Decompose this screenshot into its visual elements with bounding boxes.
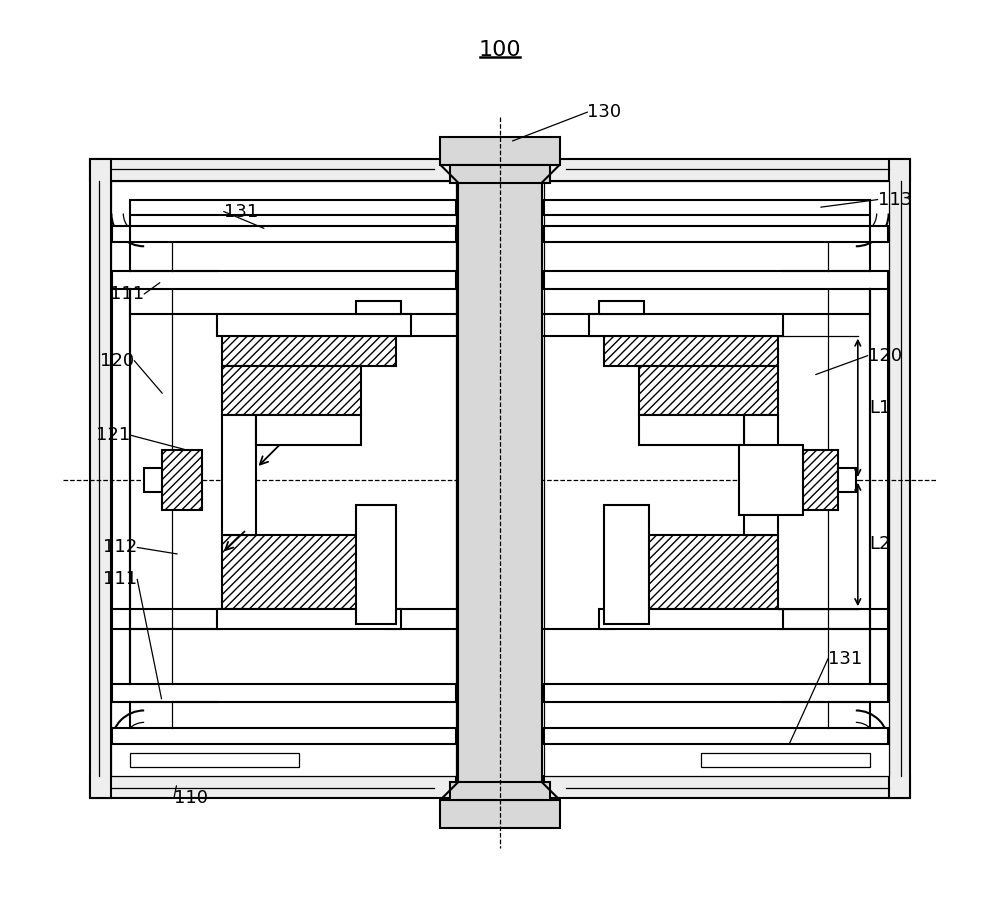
Bar [90, 159, 111, 798]
Bar [599, 609, 783, 629]
Bar [256, 415, 361, 445]
Bar [544, 199, 870, 215]
Text: 113: 113 [878, 190, 912, 209]
Bar [90, 776, 456, 798]
Bar [222, 336, 396, 366]
Bar [144, 468, 162, 491]
Bar [889, 159, 910, 798]
Bar [458, 165, 542, 800]
Bar [112, 728, 456, 744]
Bar [162, 450, 202, 510]
Bar [798, 450, 838, 510]
Bar [701, 753, 870, 767]
Bar [544, 226, 888, 242]
Bar [90, 159, 456, 180]
Bar [544, 728, 888, 744]
Text: 131: 131 [224, 202, 258, 221]
Bar [130, 199, 456, 215]
Text: 120: 120 [868, 347, 902, 364]
Bar [112, 226, 456, 242]
Bar [450, 165, 550, 183]
Bar [544, 776, 910, 798]
Text: 120: 120 [100, 351, 134, 370]
Text: 111: 111 [110, 285, 144, 303]
Text: 111: 111 [103, 570, 137, 588]
Text: L2: L2 [870, 535, 891, 554]
Bar [639, 415, 744, 445]
Text: L1: L1 [870, 399, 891, 417]
Text: 112: 112 [103, 538, 137, 556]
Bar [604, 505, 649, 624]
Bar [589, 314, 783, 336]
Text: 100: 100 [479, 40, 521, 60]
Bar [222, 366, 361, 415]
Bar [744, 415, 778, 534]
Bar [544, 271, 888, 289]
Bar [222, 415, 256, 534]
Bar [544, 180, 889, 776]
Bar [217, 314, 411, 336]
Bar [838, 468, 856, 491]
Bar [356, 301, 401, 314]
Bar [356, 505, 396, 624]
Bar [604, 336, 778, 366]
Bar [111, 180, 456, 776]
Bar [440, 800, 560, 828]
Bar [544, 684, 888, 702]
Text: 130: 130 [587, 103, 622, 121]
Bar [130, 753, 299, 767]
Text: 110: 110 [174, 789, 208, 807]
Bar [450, 782, 550, 800]
Text: 131: 131 [828, 650, 862, 668]
Bar [217, 609, 401, 629]
Bar [112, 684, 456, 702]
Bar [739, 445, 803, 514]
Bar [614, 534, 778, 609]
Bar [544, 159, 910, 180]
Bar [222, 534, 386, 609]
Bar [440, 137, 560, 165]
Bar [112, 271, 456, 289]
Bar [599, 301, 644, 314]
Text: 121: 121 [96, 426, 130, 444]
Bar [639, 366, 778, 415]
